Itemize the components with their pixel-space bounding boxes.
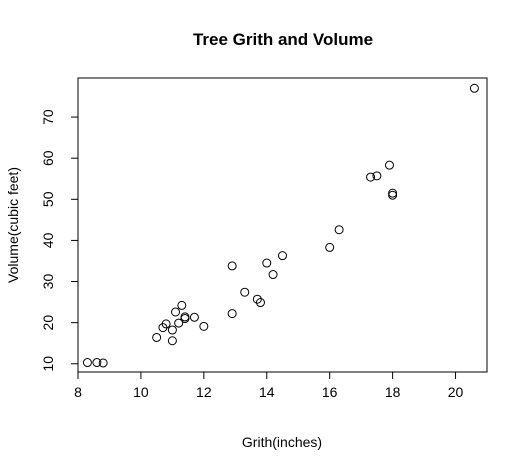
data-point: [388, 188, 398, 198]
data-point: [366, 172, 376, 182]
data-point: [167, 336, 177, 346]
x-axis: 8 10 12 14 16 18 20: [74, 371, 464, 400]
plot-frame: [77, 77, 488, 373]
data-point: [252, 294, 262, 304]
y-axis-title: Volume(cubic feet): [5, 167, 21, 283]
data-point: [174, 318, 184, 328]
data-point: [199, 321, 209, 331]
x-axis-title: Grith(inches): [242, 434, 322, 450]
y-tick-label: 50: [40, 191, 56, 207]
data-point: [469, 83, 479, 93]
data-point: [180, 312, 190, 322]
data-point: [82, 358, 92, 368]
data-point: [98, 358, 108, 368]
data-point: [227, 309, 237, 319]
data-point: [268, 270, 278, 280]
data-point: [152, 332, 162, 342]
data-point: [372, 171, 382, 181]
data-point: [227, 261, 237, 271]
data-point: [278, 251, 287, 261]
y-tick-label: 10: [40, 356, 56, 372]
data-point: [262, 258, 272, 268]
data-point: [92, 358, 102, 368]
data-point: [384, 160, 394, 170]
x-tick-label: 18: [385, 384, 401, 400]
x-tick-label: 10: [133, 384, 149, 400]
data-point: [161, 319, 171, 329]
data-point: [334, 225, 344, 235]
y-tick-label: 70: [40, 109, 56, 125]
x-tick-label: 8: [74, 384, 82, 400]
x-tick-label: 12: [196, 384, 212, 400]
data-point: [388, 190, 398, 200]
data-point: [167, 325, 177, 335]
data-point: [177, 300, 187, 310]
data-point: [240, 287, 250, 297]
y-tick-label: 60: [40, 150, 56, 166]
y-tick-label: 20: [40, 315, 56, 331]
data-point: [189, 312, 199, 322]
x-tick-label: 16: [322, 384, 338, 400]
data-point: [255, 298, 265, 308]
x-tick-label: 20: [448, 384, 464, 400]
y-tick-label: 40: [40, 232, 56, 248]
chart-title: Tree Grith and Volume: [192, 30, 374, 49]
y-tick-label: 30: [40, 274, 56, 290]
y-axis: 10 20 30 40 50 60 70: [40, 109, 79, 372]
data-point: [171, 307, 181, 317]
data-points: [82, 83, 479, 368]
x-tick-label: 14: [259, 384, 275, 400]
data-point: [325, 242, 335, 252]
